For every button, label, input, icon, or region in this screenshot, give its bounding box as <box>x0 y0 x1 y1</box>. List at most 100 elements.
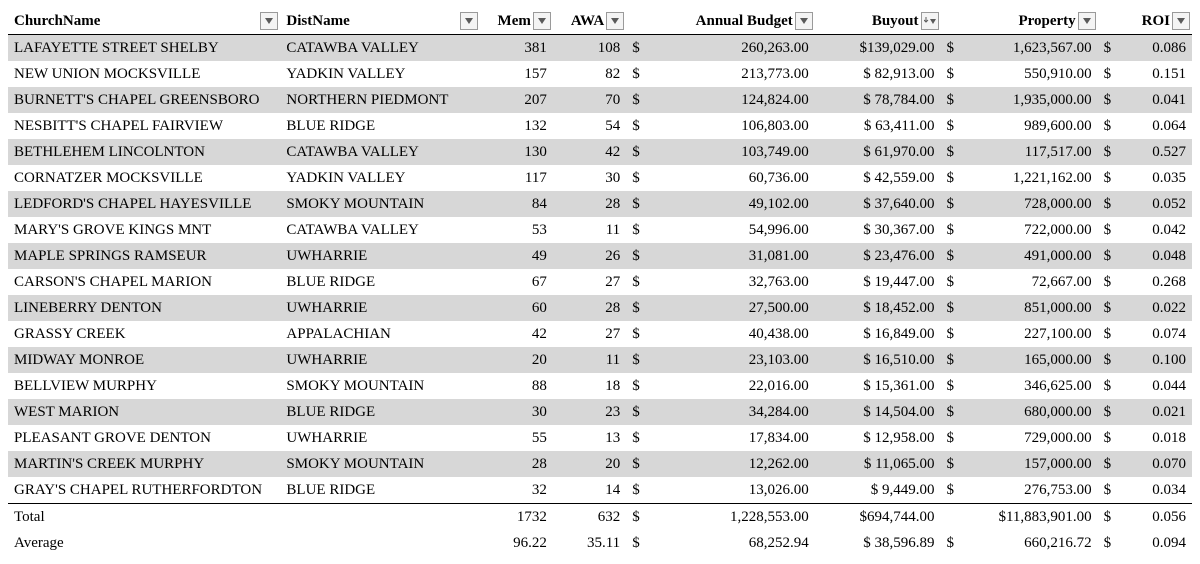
filter-dropdown-icon[interactable] <box>533 12 551 30</box>
cell-buyout: $ 16,510.00 <box>815 347 941 373</box>
cell-roi: $0.070 <box>1098 451 1192 477</box>
col-church[interactable]: ChurchName <box>8 8 280 35</box>
cell-buyout: $139,029.00 <box>815 35 941 62</box>
col-buyout[interactable]: Buyout <box>815 8 941 35</box>
cell-church: MIDWAY MONROE <box>8 347 280 373</box>
cell-budget: $17,834.00 <box>626 425 815 451</box>
filter-dropdown-icon[interactable] <box>1172 12 1190 30</box>
cell-budget: $40,438.00 <box>626 321 815 347</box>
cell-church: NESBITT'S CHAPEL FAIRVIEW <box>8 113 280 139</box>
cell-awa: 108 <box>553 35 626 62</box>
filter-dropdown-icon[interactable] <box>795 12 813 30</box>
cell-property: $165,000.00 <box>941 347 1098 373</box>
avg-buyout: $ 38,596.89 <box>815 530 941 556</box>
avg-mem: 96.22 <box>480 530 553 556</box>
total-awa: 632 <box>553 504 626 531</box>
cell-mem: 84 <box>480 191 553 217</box>
cell-dist: APPALACHIAN <box>280 321 479 347</box>
cell-roi: $0.100 <box>1098 347 1192 373</box>
cell-budget: $32,763.00 <box>626 269 815 295</box>
cell-dist: UWHARRIE <box>280 243 479 269</box>
table-row: CARSON'S CHAPEL MARIONBLUE RIDGE6727$32,… <box>8 269 1192 295</box>
cell-budget: $106,803.00 <box>626 113 815 139</box>
cell-dist: UWHARRIE <box>280 347 479 373</box>
total-roi: $0.056 <box>1098 504 1192 531</box>
cell-awa: 30 <box>553 165 626 191</box>
cell-awa: 82 <box>553 61 626 87</box>
cell-church: CARSON'S CHAPEL MARION <box>8 269 280 295</box>
cell-budget: $13,026.00 <box>626 477 815 504</box>
cell-property: $346,625.00 <box>941 373 1098 399</box>
cell-mem: 30 <box>480 399 553 425</box>
table-row: BELLVIEW MURPHYSMOKY MOUNTAIN8818$22,016… <box>8 373 1192 399</box>
cell-mem: 20 <box>480 347 553 373</box>
cell-property: $1,623,567.00 <box>941 35 1098 62</box>
cell-budget: $31,081.00 <box>626 243 815 269</box>
cell-dist: BLUE RIDGE <box>280 477 479 504</box>
cell-dist: UWHARRIE <box>280 425 479 451</box>
total-label: Total <box>8 504 280 531</box>
cell-dist: YADKIN VALLEY <box>280 61 479 87</box>
cell-awa: 11 <box>553 217 626 243</box>
avg-property: $660,216.72 <box>941 530 1098 556</box>
cell-property: $851,000.00 <box>941 295 1098 321</box>
cell-awa: 14 <box>553 477 626 504</box>
cell-dist: SMOKY MOUNTAIN <box>280 191 479 217</box>
cell-budget: $213,773.00 <box>626 61 815 87</box>
filter-dropdown-icon[interactable] <box>260 12 278 30</box>
cell-property: $729,000.00 <box>941 425 1098 451</box>
cell-church: PLEASANT GROVE DENTON <box>8 425 280 451</box>
cell-buyout: $ 30,367.00 <box>815 217 941 243</box>
total-buyout: $694,744.00 <box>815 504 941 531</box>
filter-dropdown-icon[interactable] <box>606 12 624 30</box>
table-row: LEDFORD'S CHAPEL HAYESVILLESMOKY MOUNTAI… <box>8 191 1192 217</box>
cell-budget: $49,102.00 <box>626 191 815 217</box>
cell-budget: $22,016.00 <box>626 373 815 399</box>
cell-mem: 132 <box>480 113 553 139</box>
total-row: Total 1732 632 $1,228,553.00 $694,744.00… <box>8 504 1192 531</box>
cell-property: $117,517.00 <box>941 139 1098 165</box>
table-row: NESBITT'S CHAPEL FAIRVIEWBLUE RIDGE13254… <box>8 113 1192 139</box>
table-row: LAFAYETTE STREET SHELBYCATAWBA VALLEY381… <box>8 35 1192 62</box>
cell-roi: $0.022 <box>1098 295 1192 321</box>
cell-buyout: $ 63,411.00 <box>815 113 941 139</box>
col-property[interactable]: Property <box>941 8 1098 35</box>
col-dist[interactable]: DistName <box>280 8 479 35</box>
cell-property: $72,667.00 <box>941 269 1098 295</box>
col-budget[interactable]: Annual Budget <box>626 8 815 35</box>
table-row: BURNETT'S CHAPEL GREENSBORONORTHERN PIED… <box>8 87 1192 113</box>
cell-dist: NORTHERN PIEDMONT <box>280 87 479 113</box>
cell-buyout: $ 14,504.00 <box>815 399 941 425</box>
sort-dropdown-icon[interactable] <box>921 12 939 30</box>
filter-dropdown-icon[interactable] <box>460 12 478 30</box>
cell-buyout: $ 19,447.00 <box>815 269 941 295</box>
cell-church: GRASSY CREEK <box>8 321 280 347</box>
table-row: MARY'S GROVE KINGS MNTCATAWBA VALLEY5311… <box>8 217 1192 243</box>
cell-buyout: $ 18,452.00 <box>815 295 941 321</box>
cell-buyout: $ 9,449.00 <box>815 477 941 504</box>
cell-mem: 207 <box>480 87 553 113</box>
cell-roi: $0.052 <box>1098 191 1192 217</box>
filter-dropdown-icon[interactable] <box>1078 12 1096 30</box>
cell-budget: $27,500.00 <box>626 295 815 321</box>
col-awa[interactable]: AWA <box>553 8 626 35</box>
cell-budget: $23,103.00 <box>626 347 815 373</box>
cell-dist: CATAWBA VALLEY <box>280 139 479 165</box>
table-row: PLEASANT GROVE DENTONUWHARRIE5513$17,834… <box>8 425 1192 451</box>
cell-awa: 70 <box>553 87 626 113</box>
cell-property: $1,221,162.00 <box>941 165 1098 191</box>
col-roi[interactable]: ROI <box>1098 8 1192 35</box>
table-row: GRAY'S CHAPEL RUTHERFORDTONBLUE RIDGE321… <box>8 477 1192 504</box>
table-row: CORNATZER MOCKSVILLEYADKIN VALLEY11730$6… <box>8 165 1192 191</box>
cell-roi: $0.042 <box>1098 217 1192 243</box>
cell-mem: 53 <box>480 217 553 243</box>
cell-dist: YADKIN VALLEY <box>280 165 479 191</box>
cell-awa: 28 <box>553 295 626 321</box>
cell-mem: 117 <box>480 165 553 191</box>
cell-roi: $0.074 <box>1098 321 1192 347</box>
col-mem[interactable]: Mem <box>480 8 553 35</box>
cell-dist: BLUE RIDGE <box>280 113 479 139</box>
cell-church: CORNATZER MOCKSVILLE <box>8 165 280 191</box>
total-mem: 1732 <box>480 504 553 531</box>
cell-church: MAPLE SPRINGS RAMSEUR <box>8 243 280 269</box>
